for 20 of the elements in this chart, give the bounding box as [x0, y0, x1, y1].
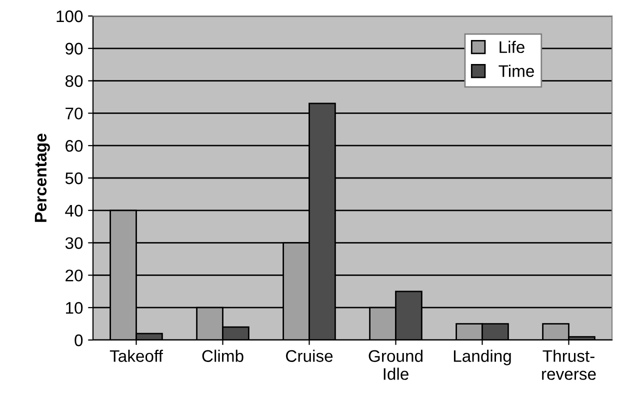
y-tick-label: 30: [65, 237, 83, 250]
y-tick-label: 100: [56, 10, 83, 22]
legend-label: Time: [498, 64, 534, 78]
x-tick-label: Takeoff: [110, 350, 163, 362]
y-tick-label: 40: [65, 204, 83, 217]
x-tick-label: Ground Idle: [368, 350, 422, 380]
legend-label: Life: [500, 40, 524, 54]
x-tick-label: Thrust- reverse: [542, 350, 596, 380]
y-tick-label: 0: [74, 334, 83, 346]
y-tick-label: 90: [66, 42, 83, 55]
y-axis-title: Percentage: [34, 134, 50, 222]
x-tick-label: Cruise: [286, 350, 333, 362]
y-tick-label: 60: [66, 140, 83, 152]
x-tick-label: Climb: [202, 350, 244, 362]
x-tick-label: Landing: [454, 350, 511, 366]
y-tick-label: 10: [66, 302, 83, 314]
y-tick-label: 70: [66, 108, 83, 120]
y-tick-label: 50: [65, 172, 83, 184]
y-tick-label: 20: [66, 270, 83, 282]
y-tick-label: 80: [65, 75, 83, 88]
